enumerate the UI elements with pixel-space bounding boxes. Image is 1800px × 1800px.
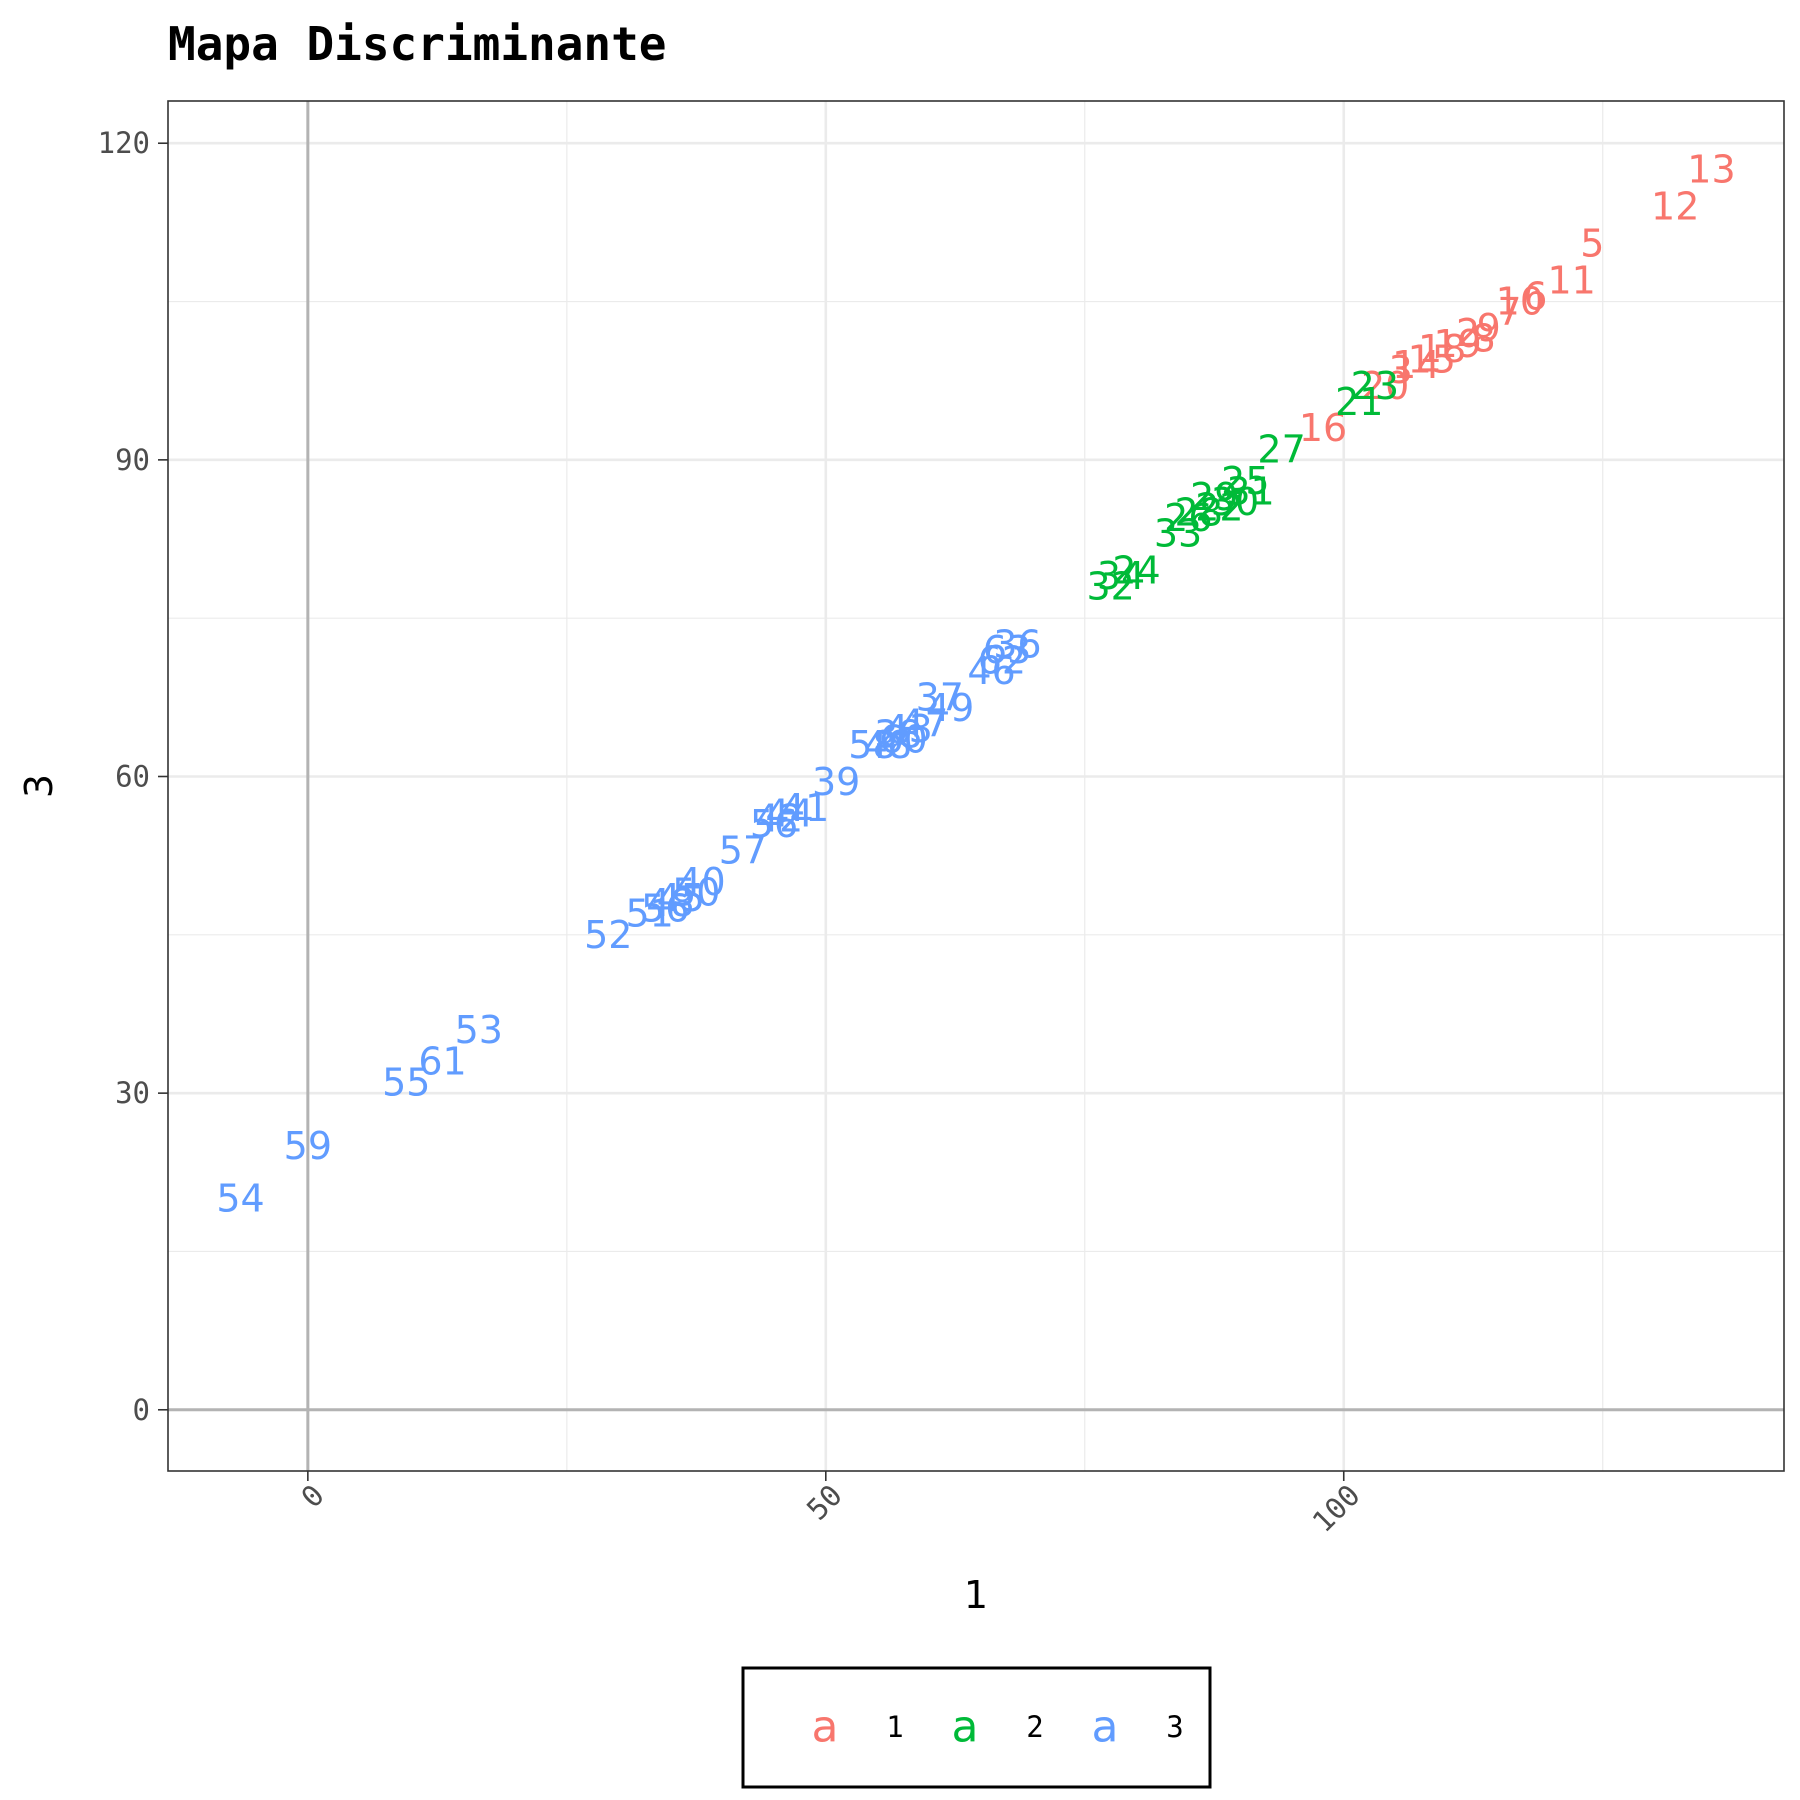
point-label: 13 (1687, 148, 1735, 192)
point-label: 28 (1175, 491, 1223, 535)
point-label: 33 (1154, 512, 1202, 556)
point-label: 7 (1497, 290, 1521, 334)
point-label: 3 (1389, 348, 1413, 392)
point-label: 24 (1112, 549, 1160, 593)
point-label: 30 (1211, 480, 1259, 524)
legend-label: 1 (886, 1710, 903, 1744)
point-label: 31 (1226, 470, 1274, 514)
x-tick-label: 50 (800, 1478, 849, 1527)
x-tick-label: 0 (294, 1478, 330, 1514)
point-label: 59 (284, 1124, 332, 1168)
point-label: 37 (916, 675, 964, 719)
x-axis-title: 1 (964, 1573, 988, 1617)
point-label: 56 (641, 886, 689, 930)
point-label: 15 (1408, 338, 1456, 382)
point-label: 22 (1195, 485, 1243, 529)
point-label: 38 (874, 712, 922, 756)
point-label: 32 (1086, 565, 1134, 609)
legend-key: a (812, 1702, 839, 1753)
point-label: 10 (1496, 280, 1544, 324)
point-label: 21 (1335, 380, 1383, 424)
point-label: 62 (978, 638, 1026, 682)
point-label: 58 (848, 723, 896, 767)
point-label: 11 (1547, 258, 1595, 302)
point-label: 54 (216, 1177, 264, 1221)
point-label: 53 (455, 1008, 503, 1052)
point-label: 43 (884, 707, 932, 751)
point-label: 55 (382, 1061, 430, 1105)
point-label: 48 (864, 723, 912, 767)
point-label: 29 (1190, 475, 1238, 519)
legend-label: 3 (1166, 1710, 1183, 1744)
point-label: 49 (926, 686, 974, 730)
legend: a 1 a 2 a 3 (741, 1666, 1212, 1789)
legend-key: a (952, 1702, 979, 1753)
x-tick-label: 100 (1306, 1478, 1367, 1539)
point-label: 51 (626, 892, 674, 936)
chart-title: Mapa Discriminante (168, 17, 667, 71)
point-label: 19 (1434, 322, 1482, 366)
point-label: 5 (1580, 221, 1604, 265)
point-label: 2 (1456, 311, 1480, 355)
point-label: 63 (983, 628, 1031, 672)
point-label: 57 (719, 828, 767, 872)
point-label: 9 (1477, 306, 1501, 350)
plot-panel (168, 101, 1784, 1471)
y-tick-label: 90 (115, 443, 150, 477)
point-label: 25 (1221, 459, 1269, 503)
point-label: 20 (1361, 364, 1409, 408)
point-label: 26 (1164, 496, 1212, 540)
plot-border (167, 100, 1785, 1472)
point-label: 48 (646, 881, 694, 925)
point-label: 14 (1392, 343, 1440, 387)
point-label: 45 (657, 876, 705, 920)
point-label: 47 (900, 702, 948, 746)
y-tick-label: 30 (115, 1076, 150, 1110)
point-label: 6 (1523, 274, 1547, 318)
point-label: 18 (1418, 327, 1466, 371)
point-label: 46 (967, 649, 1015, 693)
point-label: 52 (584, 913, 632, 957)
point-label: 16 (1299, 406, 1347, 450)
y-axis-title: 3 (17, 774, 61, 798)
point-label: 36 (993, 623, 1041, 667)
point-label: 8 (1471, 316, 1495, 360)
point-label: 60 (879, 718, 927, 762)
point-label: 61 (418, 1039, 466, 1083)
point-label: 34 (1097, 554, 1145, 598)
grid-lines (168, 101, 1784, 1471)
point-label: 40 (677, 860, 725, 904)
point-label: 41 (781, 786, 829, 830)
point-label: 27 (1257, 427, 1305, 471)
legend-key: a (1092, 1702, 1119, 1753)
legend-box (741, 1666, 1212, 1789)
legend-label: 2 (1026, 1710, 1043, 1744)
legend-items: a 1 a 2 a 3 (812, 1702, 1184, 1753)
y-tick-label: 120 (98, 126, 150, 160)
point-label: 39 (812, 760, 860, 804)
point-label: 56 (750, 802, 798, 846)
point-label: 50 (672, 871, 720, 915)
y-tick-label: 60 (115, 760, 150, 794)
point-label: 12 (1651, 185, 1699, 229)
point-label: 23 (1351, 364, 1399, 408)
y-tick-label: 0 (133, 1393, 150, 1427)
data-labels: 1312511610798219181514320162321272531302… (216, 148, 1735, 1221)
point-label: 42 (755, 797, 803, 841)
point-label: 44 (765, 791, 813, 835)
